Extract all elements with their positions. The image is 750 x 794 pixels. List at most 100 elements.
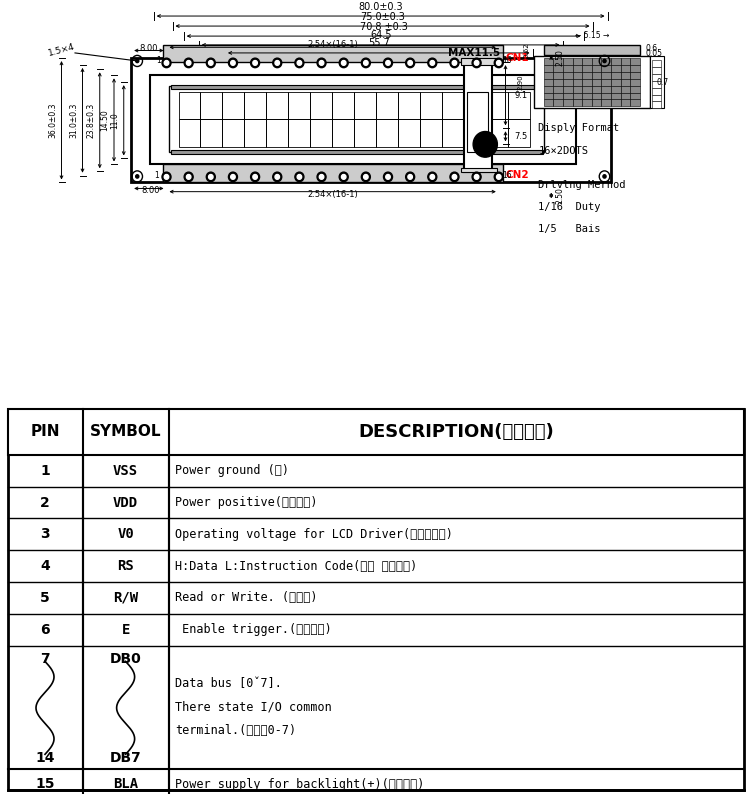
- Bar: [554, 86, 563, 93]
- Text: ← 5.15 →: ← 5.15 →: [574, 31, 609, 40]
- Bar: [620, 72, 630, 79]
- Circle shape: [229, 172, 238, 182]
- Text: PIN: PIN: [30, 425, 60, 439]
- Bar: [652, 67, 662, 74]
- Circle shape: [341, 175, 346, 179]
- Bar: [420, 92, 442, 119]
- Bar: [630, 65, 640, 72]
- Bar: [611, 58, 620, 65]
- Bar: [611, 72, 620, 79]
- Circle shape: [229, 58, 238, 67]
- Text: Disply Format: Disply Format: [538, 123, 620, 133]
- Text: 14.50: 14.50: [100, 109, 109, 131]
- Circle shape: [164, 175, 169, 179]
- Circle shape: [386, 175, 390, 179]
- Circle shape: [472, 58, 481, 67]
- Text: Enable trigger.(使能信号): Enable trigger.(使能信号): [175, 623, 332, 636]
- Text: 1.5×4: 1.5×4: [47, 42, 76, 58]
- Bar: [572, 65, 582, 72]
- Bar: [572, 72, 582, 79]
- Circle shape: [496, 60, 501, 65]
- Circle shape: [297, 60, 302, 65]
- Circle shape: [603, 60, 606, 63]
- Bar: [163, 44, 503, 62]
- Text: Power supply for backlight(+)(背光正极): Power supply for backlight(+)(背光正极): [175, 778, 424, 791]
- Text: Power ground (地): Power ground (地): [175, 464, 289, 477]
- Bar: [544, 45, 640, 56]
- Circle shape: [209, 175, 213, 179]
- Circle shape: [295, 172, 304, 182]
- Bar: [620, 99, 630, 106]
- Bar: [592, 72, 602, 79]
- Bar: [563, 72, 572, 79]
- Text: 6: 6: [40, 622, 50, 637]
- Circle shape: [162, 172, 171, 182]
- Circle shape: [206, 58, 215, 67]
- Bar: [652, 74, 662, 81]
- Circle shape: [450, 172, 459, 182]
- Circle shape: [320, 175, 324, 179]
- Bar: [376, 119, 398, 147]
- Circle shape: [231, 175, 236, 179]
- Circle shape: [362, 58, 370, 67]
- Bar: [442, 119, 464, 147]
- Text: 0.7: 0.7: [656, 78, 668, 87]
- Circle shape: [295, 58, 304, 67]
- Bar: [611, 65, 620, 72]
- Text: 80.0±0.3: 80.0±0.3: [358, 2, 403, 11]
- Bar: [572, 58, 582, 65]
- Circle shape: [251, 58, 260, 67]
- Text: VDD: VDD: [113, 495, 138, 510]
- Text: 2: 2: [40, 495, 50, 510]
- Bar: [169, 87, 544, 152]
- Text: R/W: R/W: [113, 591, 138, 605]
- Text: 36.0±0.3: 36.0±0.3: [48, 102, 57, 138]
- Bar: [563, 79, 572, 86]
- Text: CN1: CN1: [506, 53, 530, 64]
- Bar: [486, 92, 508, 119]
- Text: 8.00: 8.00: [140, 44, 158, 52]
- Bar: [572, 99, 582, 106]
- Text: 8.00: 8.00: [141, 187, 160, 195]
- Bar: [563, 86, 572, 93]
- Circle shape: [430, 60, 434, 65]
- Bar: [563, 93, 572, 99]
- Text: 9.1: 9.1: [514, 91, 528, 100]
- Bar: [288, 119, 310, 147]
- Bar: [310, 92, 332, 119]
- Circle shape: [496, 175, 501, 179]
- Bar: [582, 99, 592, 106]
- Circle shape: [187, 60, 191, 65]
- Text: 1/16  Duty: 1/16 Duty: [538, 202, 601, 212]
- Bar: [563, 99, 572, 106]
- Circle shape: [383, 58, 392, 67]
- Text: 1: 1: [40, 464, 50, 478]
- Circle shape: [206, 172, 215, 182]
- Bar: [630, 86, 640, 93]
- Text: DB0: DB0: [110, 652, 142, 666]
- Bar: [178, 92, 200, 119]
- Text: MAX11.5: MAX11.5: [448, 48, 500, 58]
- Bar: [544, 99, 554, 106]
- Circle shape: [320, 60, 324, 65]
- Circle shape: [253, 175, 257, 179]
- Text: 2.54×(16-1): 2.54×(16-1): [308, 190, 358, 198]
- Bar: [652, 81, 662, 87]
- Bar: [592, 58, 602, 65]
- Circle shape: [408, 60, 413, 65]
- Bar: [554, 65, 563, 72]
- Circle shape: [253, 60, 257, 65]
- Bar: [398, 92, 420, 119]
- Bar: [630, 93, 640, 99]
- Bar: [611, 93, 620, 99]
- Circle shape: [473, 132, 497, 157]
- Text: 64.5: 64.5: [370, 30, 392, 40]
- Text: 55.7: 55.7: [368, 38, 390, 48]
- Bar: [554, 93, 563, 99]
- Circle shape: [494, 172, 503, 182]
- Bar: [354, 92, 376, 119]
- Bar: [534, 56, 650, 108]
- Bar: [554, 99, 563, 106]
- Bar: [460, 168, 496, 172]
- Bar: [592, 65, 602, 72]
